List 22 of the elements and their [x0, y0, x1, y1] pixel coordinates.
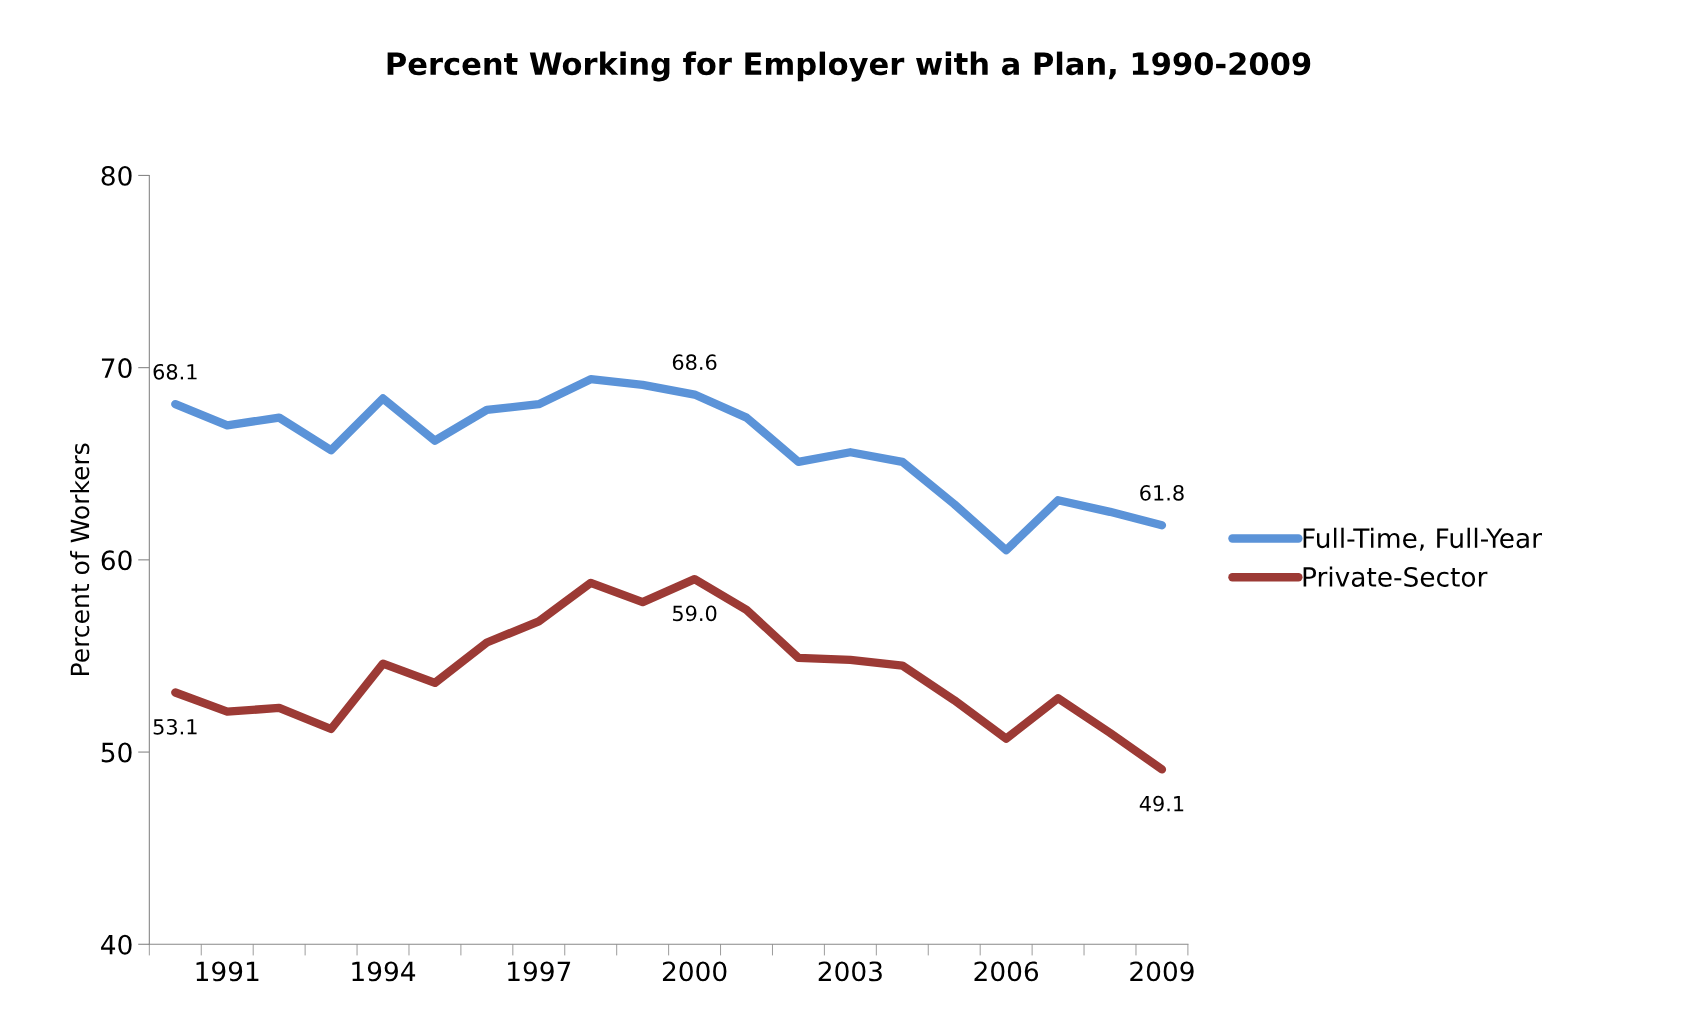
y-tick-label: 80 [101, 165, 132, 186]
x-tick-label: 2006 [974, 961, 1039, 982]
y-tick-label: 50 [101, 742, 132, 763]
chart-title: Percent Working for Employer with a Plan, 1990-2009 [387, 51, 1311, 82]
x-tick-label: 1991 [196, 961, 259, 982]
x-tick-label: 2000 [662, 961, 727, 982]
data-label: 49.1 [1139, 795, 1184, 812]
legend-label: Private-Sector [1303, 566, 1488, 587]
x-tick-label: 2003 [818, 961, 882, 982]
data-label: 59.0 [673, 605, 717, 622]
data-label: 68.1 [153, 363, 197, 380]
data-label: 53.1 [153, 718, 197, 735]
y-tick-label: 70 [101, 358, 132, 379]
data-label: 68.6 [672, 354, 717, 371]
x-tick-label: 2009 [1130, 961, 1194, 982]
x-tick-label: 1994 [352, 961, 416, 982]
y-tick-label: 40 [101, 934, 132, 955]
y-tick-label: 60 [101, 550, 132, 571]
legend-label: Full-Time, Full-Year [1303, 527, 1542, 551]
data-label: 61.8 [1140, 484, 1184, 501]
x-tick-label: 1997 [508, 961, 571, 982]
y-axis-title: Percent of Workers [70, 443, 90, 675]
